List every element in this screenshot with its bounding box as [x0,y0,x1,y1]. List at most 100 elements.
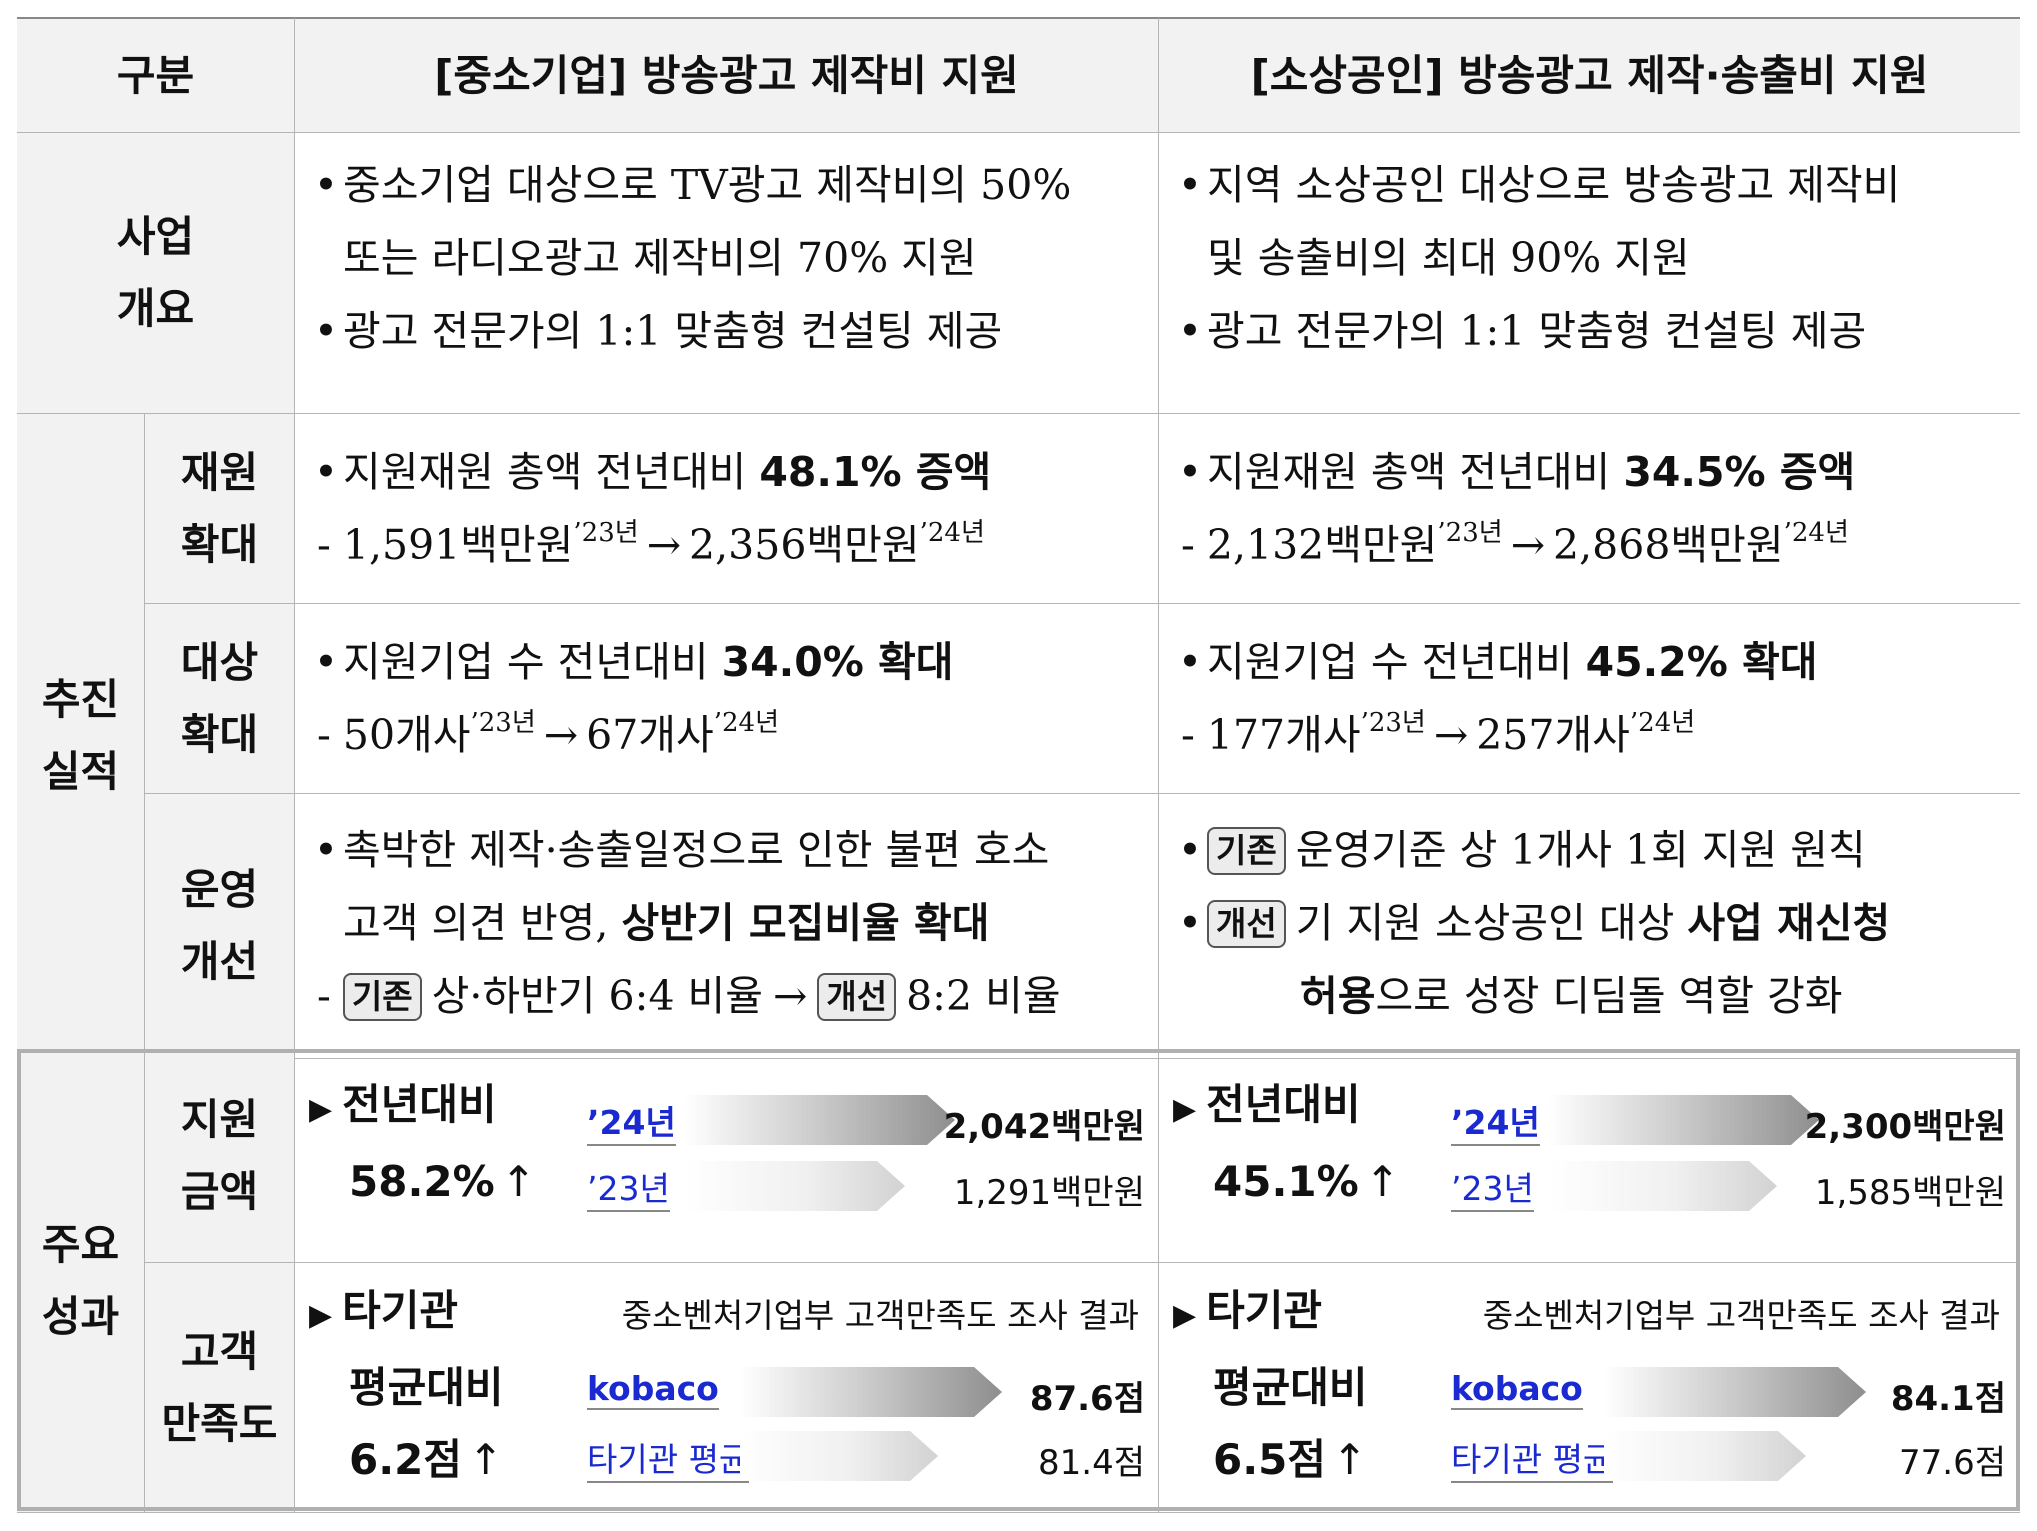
arrow-icon: → [773,972,808,1020]
arrow-icon: → [646,521,682,569]
triangle-icon: ▶ [1173,1298,1197,1333]
target-small-business: • 지원기업 수 전년대비 45.2% 확대 -177개사 ’23년 → 257개사 ’2… [1159,604,2020,794]
bar-value: 81.4점 [1038,1443,1145,1483]
satisfaction-sb-gap: 6.5점 [1213,1435,1327,1484]
amount-sme-rate: 58.2% [349,1157,495,1206]
bullet: • [313,826,339,874]
up-arrow-icon: ↑ [500,1157,536,1206]
overview-sme-line1: 중소기업 대상으로 TV광고 제작비의 50% [343,161,1072,209]
bar-label: ’23년 [587,1162,670,1212]
header-category: 구분 [17,17,295,133]
amount-sb-bar-2024 [1549,1095,1819,1145]
satisfaction-label-1: 고객 [180,1326,259,1376]
amount-sme-bar-2024 [685,1095,955,1145]
bar-label: 타기관 평균 [587,1433,750,1483]
satisfaction-sme: ▶ 타기관 평균대비 6.2점 ↑ 중소벤처기업부 고객만족도 조사 결과 koba… [295,1263,1159,1513]
target-sb-from: 177개사 [1206,711,1361,759]
funding-sme-from: 1,591백만원 [342,521,574,569]
bar-label: kobaco [1451,1369,1583,1410]
results-label-1: 주요 [41,1219,120,1269]
bar-value: 1,291백만원 [953,1173,1145,1213]
operation-sme-highlight: 상반기 모집비율 확대 [621,899,990,947]
up-arrow-icon: ↑ [1364,1157,1400,1206]
funding-sb-to-year: ’24년 [1783,518,1849,548]
dash: - [1181,521,1195,569]
target-sb-from-year: ’23년 [1360,708,1426,738]
satisfaction-sme-title1: 타기관 [342,1286,458,1335]
overview-label: 사업 개요 [17,133,295,414]
triangle-icon: ▶ [309,1092,333,1127]
overview-sme: • 중소기업 대상으로 TV광고 제작비의 50% 또는 라디오광고 제작비의 7… [295,133,1159,414]
operation-sme-before: 상·하반기 6:4 비율 [431,972,763,1020]
operation-sme-line1: 촉박한 제작·송출일정으로 인한 불편 호소 [343,826,1050,874]
bar-value: 84.1점 [1890,1379,2006,1419]
satisfaction-sme-bar-kobaco [740,1367,1002,1417]
target-sme-from: 50개사 [342,711,471,759]
after-tag: 개선 [1207,899,1286,948]
amount-small-business: ▶ 전년대비 45.1% ↑ ’24년 2,300백만원 ’23년 1,585백만원 [1159,1049,2020,1263]
header-small-business: [소상공인] 방송광고 제작·송출비 지원 [1159,17,2020,133]
bullet: • [1177,826,1203,874]
target-sb-to-year: ’24년 [1629,708,1696,738]
bullet: • [313,638,339,686]
arrow-icon: → [543,711,579,759]
operation-small-business: • 기존 운영기준 상 1개사 1회 지원 원칙 • 개선 기 지원 소상공인 대상 사… [1159,794,2020,1059]
funding-sme: • 지원재원 총액 전년대비 48.1% 증액 -1,591백만원 ’23년 → 2,3… [295,414,1159,604]
operation-label-2: 개선 [180,937,259,986]
funding-label: 재원 확대 [145,414,295,604]
performance-label-1: 추진 [41,675,120,724]
funding-sb-from: 2,132백만원 [1206,521,1438,569]
amount-sb-summary: ▶ 전년대비 45.1% ↑ [1173,1069,1400,1218]
target-sb-highlight: 45.2% 확대 [1585,638,1818,686]
dash: - [1181,711,1195,759]
before-tag: 기존 [342,972,422,1021]
header-category-text: 구분 [116,50,195,100]
amount-sme-chart: ’24년 2,042백만원 ’23년 1,291백만원 [295,1049,1159,1263]
satisfaction-label: 고객 만족도 [145,1263,295,1513]
amount-sme-title: 전년대비 [342,1080,497,1129]
performance-label-2: 실적 [41,747,120,796]
operation-label-1: 운영 [180,865,259,914]
amount-sme: ▶ 전년대비 58.2% ↑ ’24년 2,042백만원 ’23년 1,291백만원 [295,1049,1159,1263]
bullet: • [1177,899,1203,947]
target-label: 대상 확대 [145,604,295,794]
overview-sb-line2: 및 송출비의 최대 90% 지원 [1207,234,1690,282]
satisfaction-sb-summary: ▶ 타기관 평균대비 6.5점 ↑ [1173,1275,1368,1496]
target-sme-highlight: 34.0% 확대 [721,638,954,686]
satisfaction-sme-chart: 중소벤처기업부 고객만족도 조사 결과 kobaco 87.6점 타기관 평균 … [295,1263,1159,1513]
operation-sb-highlight: 사업 재신청 [1687,899,1891,947]
funding-sme-to-year: ’24년 [919,518,985,548]
bar-label: 타기관 평균 [1451,1433,1614,1483]
bar-value: 2,042백만원 [943,1107,1145,1147]
target-label-2: 확대 [180,709,259,759]
funding-label-1: 재원 [180,447,259,497]
operation-label: 운영 개선 [145,794,295,1059]
support-program-table: 구분 [중소기업] 방송광고 제작비 지원 [소상공인] 방송광고 제작·송출비… [17,17,2020,1513]
before-tag: 기존 [1207,826,1286,875]
bullet: • [313,161,339,209]
overview-sb-line1: 지역 소상공인 대상으로 방송광고 제작비 [1207,161,1901,209]
amount-sb-bar-2023 [1549,1161,1777,1211]
triangle-icon: ▶ [309,1298,333,1333]
results-label-2: 성과 [41,1291,120,1341]
satisfaction-sme-title2: 평균대비 [349,1363,504,1412]
target-sb-text: 지원기업 수 전년대비 [1207,638,1586,686]
funding-label-2: 확대 [180,519,259,569]
satisfaction-sme-bar-average [740,1431,938,1481]
dash: - [317,972,331,1020]
funding-sb-to: 2,868백만원 [1553,521,1784,569]
bar-value: 77.6점 [1899,1443,2006,1483]
up-arrow-icon: ↑ [1332,1435,1368,1484]
overview-sme-line2: 또는 라디오광고 제작비의 70% 지원 [343,234,977,282]
overview-sme-line3: 광고 전문가의 1:1 맞춤형 컨설팅 제공 [343,307,1003,355]
satisfaction-sb-chart: 중소벤처기업부 고객만족도 조사 결과 kobaco 84.1점 타기관 평균 … [1159,1263,2020,1513]
amount-label-2: 금액 [180,1166,259,1216]
target-sme-to-year: ’24년 [713,708,780,738]
satisfaction-small-business: ▶ 타기관 평균대비 6.5점 ↑ 중소벤처기업부 고객만족도 조사 결과 koba… [1159,1263,2020,1513]
satisfaction-sb-title2: 평균대비 [1213,1363,1368,1412]
operation-sb-highlight-2: 허용 [1300,972,1376,1020]
bar-value: 87.6점 [1029,1379,1145,1419]
funding-sb-highlight: 34.5% 증액 [1623,448,1856,496]
amount-sb-chart: ’24년 2,300백만원 ’23년 1,585백만원 [1159,1049,2020,1263]
overview-sb-line3: 광고 전문가의 1:1 맞춤형 컨설팅 제공 [1207,307,1867,355]
